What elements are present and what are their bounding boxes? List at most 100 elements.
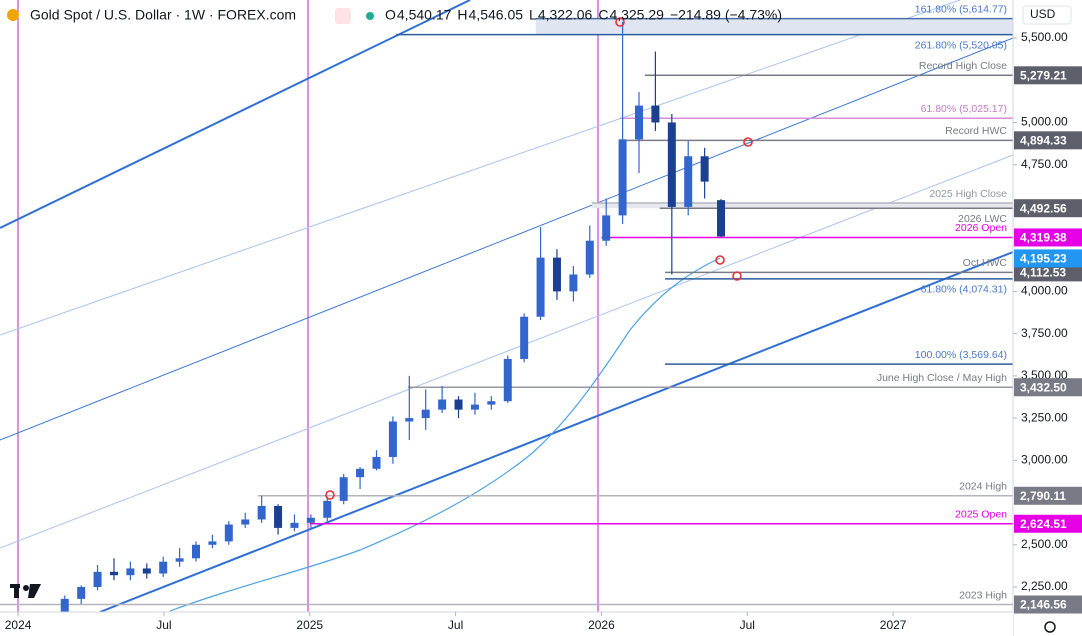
price-label-bg xyxy=(1014,263,1082,282)
price-label-bg xyxy=(1014,66,1082,85)
candle-body xyxy=(602,215,611,241)
candle-body xyxy=(667,122,676,207)
candle-body xyxy=(339,477,348,501)
axes: 5,500.00 5,000.00 4,750.00 4,000.00 3,750.00… xyxy=(5,30,1068,632)
price-label: 4,195.23 xyxy=(1020,252,1067,266)
flag-icon[interactable] xyxy=(335,8,351,24)
y-tick-label: 3,250.00 xyxy=(1021,410,1068,424)
logo xyxy=(10,584,41,598)
y-tick-label: 2,500.00 xyxy=(1021,537,1068,551)
candle-body xyxy=(388,421,397,457)
candle-body xyxy=(290,522,299,528)
candle-body xyxy=(274,505,283,528)
marker xyxy=(743,137,753,147)
x-tick-label: 2024 xyxy=(5,618,32,632)
level-label: 2026 LWC xyxy=(958,213,1007,225)
candle-body xyxy=(77,587,86,599)
chart-title: Gold Spot / U.S. Dollar · 1W · FOREX.com xyxy=(30,7,296,23)
y-tick-label: 5,500.00 xyxy=(1021,30,1068,44)
y-tick-label: 3,750.00 xyxy=(1021,326,1068,340)
level-label: Record HWC xyxy=(945,125,1007,137)
price-label-bg xyxy=(1014,228,1082,247)
logo-part xyxy=(28,584,41,598)
price-label: 4,112.53 xyxy=(1020,266,1066,280)
level-label: Record High Close xyxy=(919,60,1007,72)
candle-body xyxy=(454,399,463,410)
level-label: 61.80% (5,025.17) xyxy=(921,103,1007,115)
candle-body xyxy=(405,418,414,422)
candle-body xyxy=(126,568,135,576)
logo-part xyxy=(14,584,19,598)
price-label-bg xyxy=(1014,595,1082,614)
trend-line xyxy=(0,0,471,229)
price-label-bg xyxy=(1014,378,1082,397)
status-dot xyxy=(366,12,374,20)
level-label: 2024 High xyxy=(959,481,1007,493)
price-label: 4,894.33 xyxy=(1020,133,1067,147)
x-tick-label: 2027 xyxy=(880,618,907,632)
y-tick-label: 3,000.00 xyxy=(1021,453,1068,467)
candle-body xyxy=(142,568,151,574)
ohlc: O 4,540.17 H 4,546.05 L 4,322.06 C 4,325.29 −214… xyxy=(385,7,782,23)
trend-line xyxy=(99,251,1014,613)
moving-average xyxy=(169,257,721,612)
level-label: Oct HWC xyxy=(963,257,1008,269)
marker xyxy=(732,271,742,281)
candle-body xyxy=(536,257,545,317)
candle-body xyxy=(323,500,332,518)
candle-body xyxy=(684,156,693,207)
candle-body xyxy=(356,468,365,478)
candle-body xyxy=(241,519,250,525)
candle-body xyxy=(93,571,102,588)
price-label: 4,492.56 xyxy=(1020,201,1067,215)
trend-line xyxy=(0,154,1014,549)
level-label: 261.80% (5,520.05) xyxy=(915,39,1007,51)
x-tick-label: 2025 xyxy=(296,618,323,632)
candle-body xyxy=(159,561,168,574)
x-tick-label: 2026 xyxy=(588,618,615,632)
currency-box[interactable] xyxy=(1022,5,1072,25)
ohlc-key: O xyxy=(385,7,396,23)
change: −214.89 (−4.73%) xyxy=(670,7,782,23)
levels: 161.80% (5,614.77) 261.80% (5,520.05) Reco… xyxy=(0,3,1013,606)
price-label: 2,146.56 xyxy=(1020,598,1067,612)
candle-body xyxy=(192,544,201,559)
candle-body xyxy=(585,240,594,275)
candle-body xyxy=(520,316,529,359)
x-tick-label: Jul xyxy=(740,618,755,632)
ohlc-value: 4,540.17 xyxy=(397,7,452,23)
price-label: 3,432.50 xyxy=(1020,380,1067,394)
candle-body xyxy=(109,571,118,576)
currency[interactable]: USD xyxy=(1030,7,1056,21)
candle-body xyxy=(717,200,726,237)
marker xyxy=(715,255,725,265)
ohlc-key: C xyxy=(598,7,608,23)
level-label: 100.00% (3,569.64) xyxy=(915,349,1007,361)
level-label: 61.80% (4,074.31) xyxy=(921,284,1007,296)
candle-body xyxy=(175,558,184,562)
ohlc-key: H xyxy=(457,7,467,23)
x-tick-label: Jul xyxy=(156,618,171,632)
candle-body xyxy=(618,139,627,216)
candle-body xyxy=(651,105,660,123)
price-label: 4,319.38 xyxy=(1020,231,1067,245)
level-band xyxy=(535,18,1013,35)
candle-body xyxy=(700,156,709,182)
ohlc-value: 4,325.29 xyxy=(609,7,664,23)
x-tick-label: Jul xyxy=(448,618,463,632)
candle-body xyxy=(470,404,479,410)
price-label-bg xyxy=(1014,249,1082,268)
price-label: 2,624.51 xyxy=(1020,517,1067,531)
candle-body xyxy=(635,105,644,140)
price-label-bg xyxy=(1014,199,1082,218)
price-label-bg xyxy=(1014,131,1082,150)
settings-icon[interactable] xyxy=(1044,621,1056,633)
candle-body xyxy=(372,456,381,469)
candle-body xyxy=(306,517,315,523)
axis-labels: 5,279.21 4,894.33 4,492.56 4,319.38 4,112.53… xyxy=(1014,66,1082,614)
markers xyxy=(325,17,753,500)
candle-body xyxy=(224,524,233,542)
marker xyxy=(325,490,335,500)
price-label: 5,279.21 xyxy=(1020,68,1067,82)
price-label-bg xyxy=(1014,486,1082,505)
